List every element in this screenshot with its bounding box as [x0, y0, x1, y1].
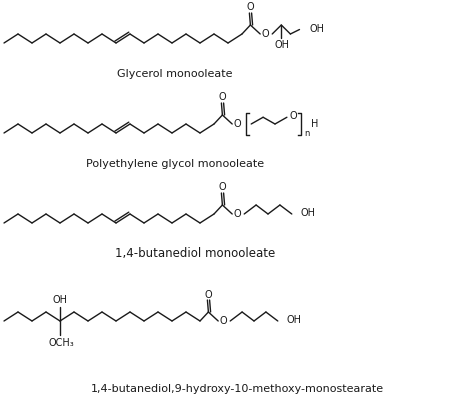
Text: O: O — [219, 92, 226, 102]
Text: OCH₃: OCH₃ — [48, 338, 74, 348]
Text: OH: OH — [275, 40, 290, 50]
Text: H: H — [311, 119, 318, 129]
Text: O: O — [289, 111, 297, 121]
Text: O: O — [205, 289, 212, 300]
Text: O: O — [261, 29, 269, 39]
Text: Polyethylene glycol monooleate: Polyethylene glycol monooleate — [86, 159, 264, 169]
Text: O: O — [219, 316, 227, 326]
Text: OH: OH — [287, 315, 302, 325]
Text: O: O — [233, 209, 241, 219]
Text: O: O — [219, 182, 226, 192]
Text: O: O — [233, 119, 241, 129]
Text: OH: OH — [53, 295, 67, 305]
Text: Glycerol monooleate: Glycerol monooleate — [117, 69, 233, 79]
Text: O: O — [246, 2, 255, 12]
Text: OH: OH — [301, 208, 316, 218]
Text: OH: OH — [310, 23, 325, 34]
Text: n: n — [304, 129, 309, 139]
Text: 1,4-butanediol,9-hydroxy-10-methoxy-monostearate: 1,4-butanediol,9-hydroxy-10-methoxy-mono… — [91, 384, 383, 394]
Text: 1,4-butanediol monooleate: 1,4-butanediol monooleate — [115, 247, 275, 261]
